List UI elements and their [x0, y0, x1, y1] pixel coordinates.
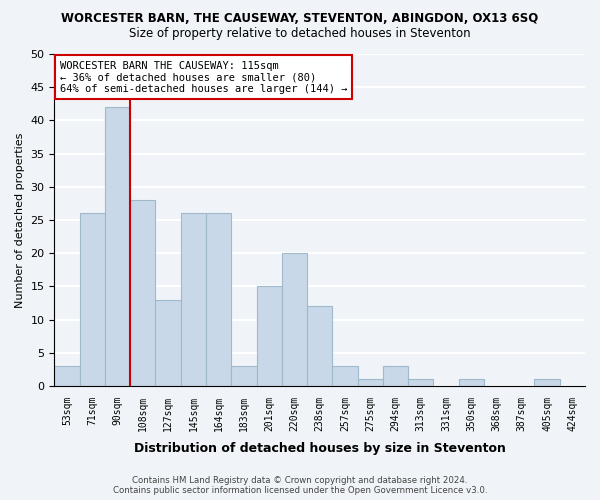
Text: Size of property relative to detached houses in Steventon: Size of property relative to detached ho… [129, 28, 471, 40]
Bar [332, 366, 358, 386]
Bar [458, 380, 484, 386]
Bar [105, 107, 130, 386]
X-axis label: Distribution of detached houses by size in Steventon: Distribution of detached houses by size … [134, 442, 506, 455]
Bar [130, 200, 155, 386]
Bar [535, 380, 560, 386]
Bar [155, 300, 181, 386]
Bar [257, 286, 282, 386]
Bar [282, 253, 307, 386]
Bar [307, 306, 332, 386]
Text: Contains HM Land Registry data © Crown copyright and database right 2024.
Contai: Contains HM Land Registry data © Crown c… [113, 476, 487, 495]
Y-axis label: Number of detached properties: Number of detached properties [15, 132, 25, 308]
Text: WORCESTER BARN, THE CAUSEWAY, STEVENTON, ABINGDON, OX13 6SQ: WORCESTER BARN, THE CAUSEWAY, STEVENTON,… [61, 12, 539, 26]
Bar [80, 214, 105, 386]
Bar [55, 366, 80, 386]
Bar [408, 380, 433, 386]
Bar [181, 214, 206, 386]
Bar [383, 366, 408, 386]
Bar [231, 366, 257, 386]
Text: WORCESTER BARN THE CAUSEWAY: 115sqm
← 36% of detached houses are smaller (80)
64: WORCESTER BARN THE CAUSEWAY: 115sqm ← 36… [60, 60, 347, 94]
Bar [206, 214, 231, 386]
Bar [358, 380, 383, 386]
